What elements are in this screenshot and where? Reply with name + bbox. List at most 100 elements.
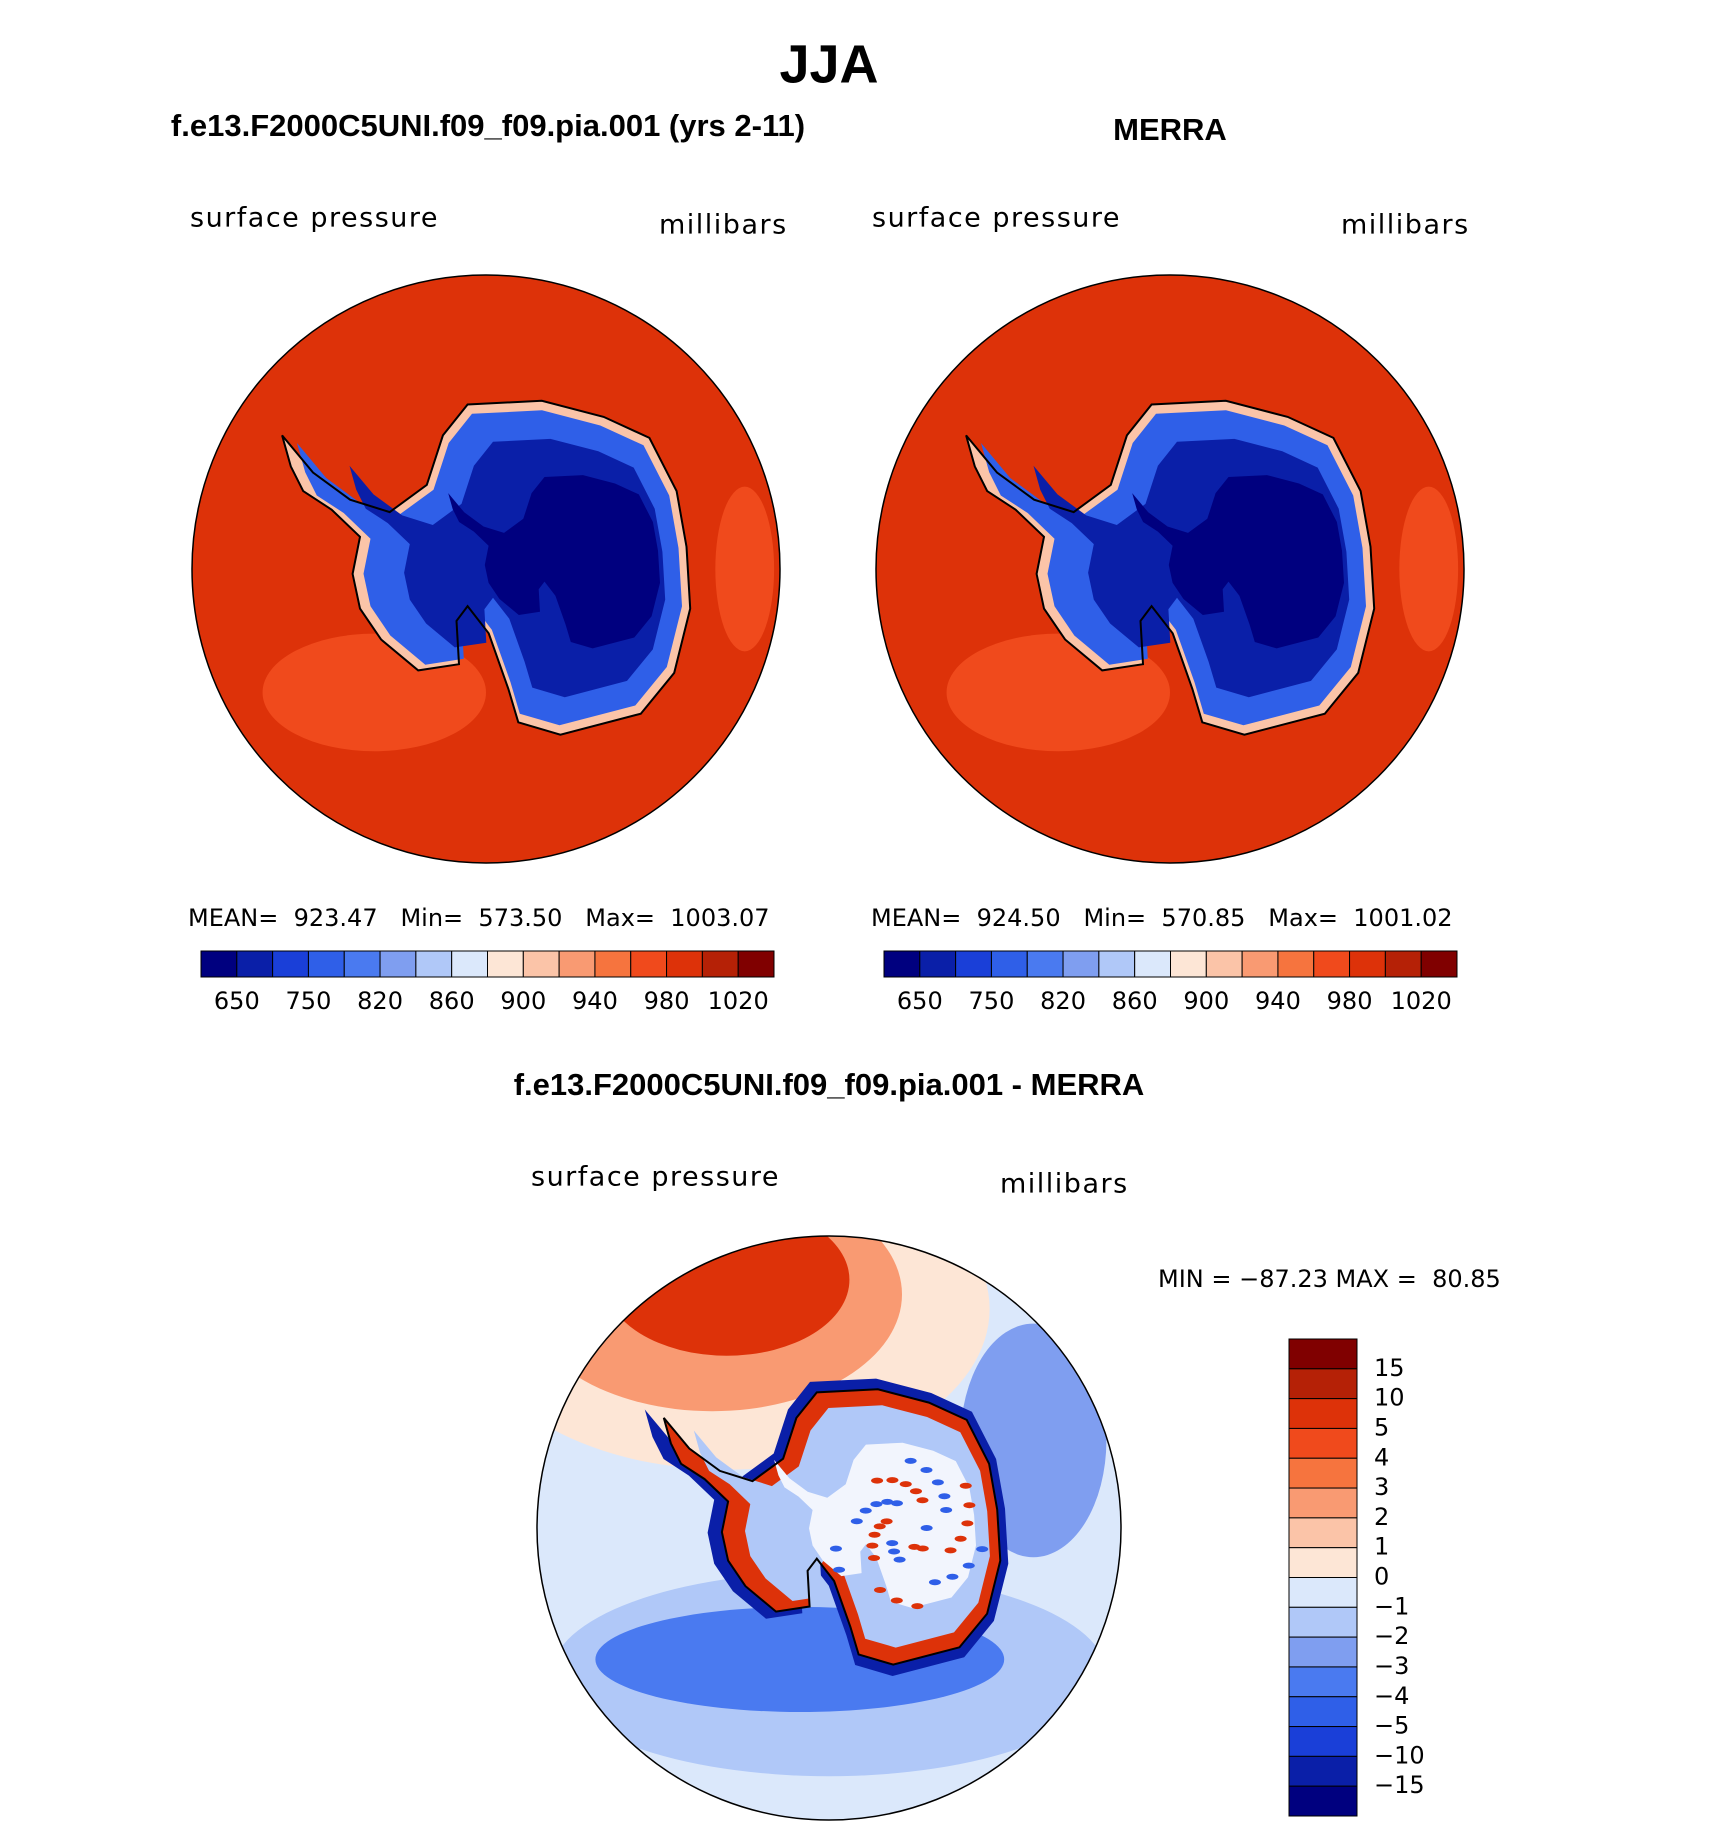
colorbar-box [1288, 1427, 1358, 1459]
field-blob [874, 1587, 887, 1594]
colorbar-box [955, 950, 992, 978]
field-label: surface pressure [190, 203, 439, 234]
field-blob [870, 1501, 883, 1508]
colorbar-label: 0 [1374, 1563, 1389, 1591]
colorbar-label: −2 [1374, 1622, 1409, 1650]
colorbar-box [1349, 950, 1386, 978]
colorbar-box [630, 950, 668, 978]
colorbar-box [379, 950, 417, 978]
colorbar-label: −10 [1374, 1741, 1425, 1769]
field-blob [938, 1493, 951, 1500]
colorbar-label: 15 [1374, 1354, 1405, 1382]
field-blob [829, 1545, 842, 1552]
map [875, 274, 1465, 864]
colorbar-box [737, 950, 775, 978]
field-blob [880, 1518, 893, 1525]
map-fill [192, 275, 780, 863]
colorbar-box [1288, 1547, 1358, 1578]
colorbars: 650 750 820 860 900 940 980 1020 650 750 820 860 900… [200, 950, 1458, 1817]
field-blob [961, 1520, 974, 1527]
colorbar-box [451, 950, 488, 978]
land-field [448, 475, 660, 649]
colorbar-box [1420, 950, 1458, 978]
colorbar-label: −5 [1374, 1712, 1409, 1740]
colorbar-label: −3 [1374, 1652, 1409, 1680]
colorbar-box [1288, 1517, 1358, 1549]
field-patch [1399, 486, 1459, 652]
field-blob [908, 1543, 921, 1550]
maps [191, 274, 1465, 1821]
colorbar-box [1288, 1577, 1358, 1608]
colorbar-box [990, 950, 1028, 978]
colorbar-label: 940 [1255, 987, 1301, 1015]
colorbar-box [1288, 1636, 1358, 1668]
colorbar-label: 5 [1374, 1413, 1389, 1441]
colorbar-box [1205, 950, 1243, 978]
colorbar-label: 650 [214, 987, 260, 1015]
panel-title: MERRA [1113, 112, 1227, 147]
colorbar-box [1313, 950, 1351, 978]
field-blob [940, 1507, 953, 1514]
colorbar-box [343, 950, 381, 978]
coast [965, 399, 1376, 736]
coast [281, 399, 692, 736]
field-blob [954, 1535, 967, 1542]
field-blob [890, 1500, 903, 1507]
field-blob [859, 1507, 872, 1514]
colorbar-label: 900 [500, 987, 546, 1015]
colorbar-label: 2 [1374, 1503, 1389, 1531]
map-border [191, 274, 781, 864]
field-label: surface pressure [531, 1162, 780, 1193]
field-blob [944, 1547, 957, 1554]
diff-title: f.e13.F2000C5UNI.f09_f09.pia.001 - MERRA [514, 1067, 1145, 1102]
colorbar-box [1062, 950, 1100, 978]
field-blob [833, 1566, 846, 1573]
colorbar-label: −1 [1374, 1592, 1409, 1620]
colorbar-label: 650 [897, 987, 943, 1015]
map-fill [876, 275, 1464, 863]
colorbar-box [487, 950, 524, 978]
colorbar-label: 980 [644, 987, 690, 1015]
stats: MEAN= 923.47 Min= 573.50 Max= 1003.07 [188, 904, 770, 932]
colorbar-label: 940 [572, 987, 618, 1015]
colorbar-box [1384, 950, 1422, 978]
colorbar-label: 3 [1374, 1473, 1389, 1501]
field-blob [920, 1467, 933, 1474]
colorbar-box [1288, 1457, 1358, 1489]
colorbar-box [919, 950, 957, 978]
colorbar-box [701, 950, 739, 978]
map-border [536, 1235, 1122, 1821]
field-blob [928, 1579, 941, 1586]
field-blob [959, 1482, 972, 1489]
field-blob [976, 1546, 989, 1553]
colorbar-label: 10 [1374, 1384, 1405, 1412]
colorbar-box [1288, 1606, 1358, 1638]
units-label: millibars [1341, 210, 1470, 241]
field-blob [904, 1457, 917, 1464]
colorbar-label: 750 [969, 987, 1015, 1015]
colorbar-label: 900 [1183, 987, 1229, 1015]
main-title: JJA [779, 34, 878, 94]
colorbar-label: −4 [1374, 1682, 1409, 1710]
colorbar-label: 1020 [1391, 987, 1452, 1015]
colorbar-box [1288, 1726, 1358, 1757]
field-blob [963, 1502, 976, 1509]
colorbar-label: 750 [286, 987, 332, 1015]
colorbar-label: 4 [1374, 1443, 1389, 1471]
map-fill [537, 1236, 1121, 1820]
colorbar-label: 820 [357, 987, 403, 1015]
colorbar-box [1288, 1755, 1358, 1787]
field-blob [871, 1477, 884, 1484]
colorbar-box [307, 950, 345, 978]
colorbar-label: 860 [1112, 987, 1158, 1015]
coast [662, 1388, 1002, 1666]
colorbar-box [558, 950, 596, 978]
colorbar-box [1288, 1338, 1358, 1370]
field-blob [962, 1562, 975, 1569]
colorbar-label: 1020 [708, 987, 769, 1015]
colorbar-label: 820 [1040, 987, 1086, 1015]
colorbar-box [1098, 950, 1136, 978]
field-blob [868, 1554, 881, 1561]
colorbar-box [1170, 950, 1207, 978]
field-patch [715, 486, 775, 652]
